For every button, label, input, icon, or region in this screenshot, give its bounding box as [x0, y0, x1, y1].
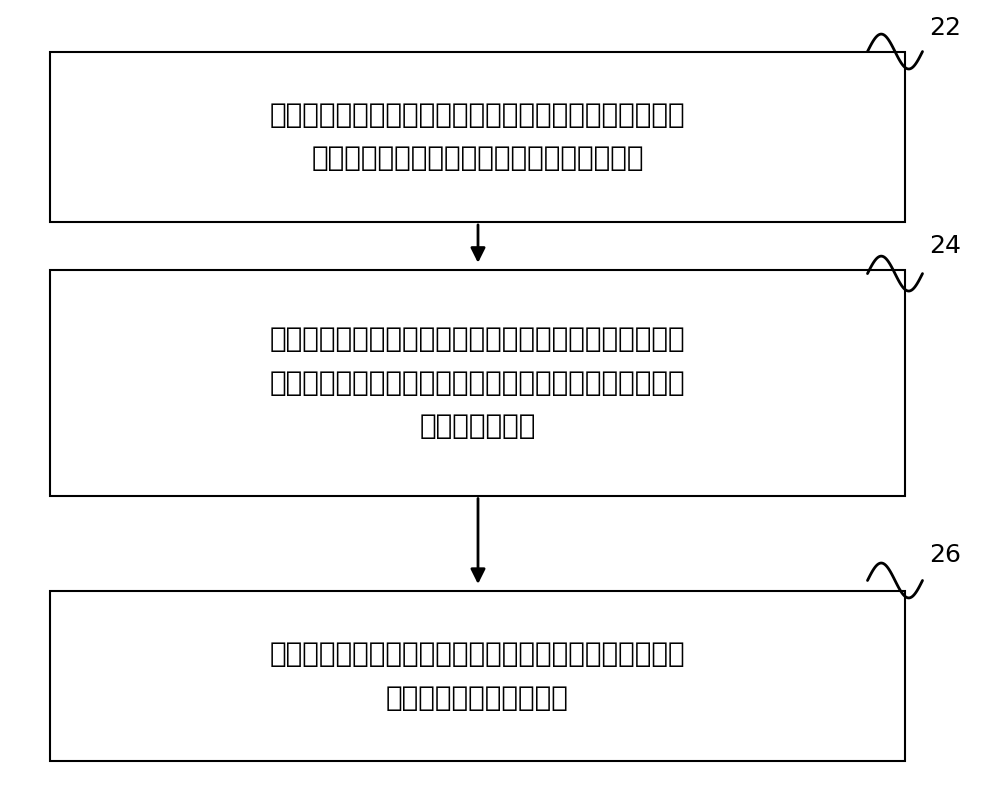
Bar	[50, 591, 905, 761]
Text: 26: 26	[929, 543, 961, 567]
Text: 根据接收的测试触发信号生成输出控制信号，以控制所述
测试模块对待测样品施加预设参数的测试信号: 根据接收的测试触发信号生成输出控制信号，以控制所述 测试模块对待测样品施加预设参…	[270, 101, 685, 173]
Bar	[50, 270, 905, 496]
Bar	[50, 52, 905, 222]
Text: 22: 22	[929, 16, 961, 40]
Text: 24: 24	[929, 234, 961, 258]
Text: 根据所述预设参数及所述电迁移试验参数信息，生成所述
待测样品的寿命预测方程: 根据所述预设参数及所述电迁移试验参数信息，生成所述 待测样品的寿命预测方程	[270, 640, 685, 712]
Text: 根据所述测试触发信号生成开关动作信号，以控制所述待
测样品接入对应的测试回路，以获取所述待测样品的电迁
移试验参数信息: 根据所述测试触发信号生成开关动作信号，以控制所述待 测样品接入对应的测试回路，以…	[270, 325, 685, 440]
